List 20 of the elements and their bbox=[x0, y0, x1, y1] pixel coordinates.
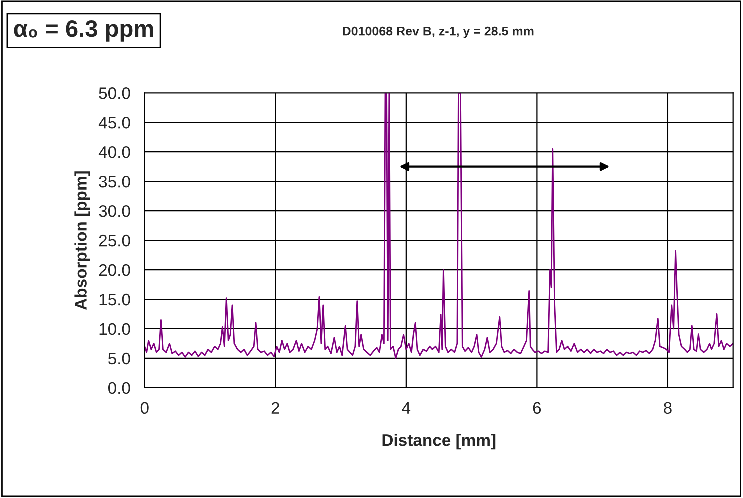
y-tick-label: 0.0 bbox=[108, 382, 130, 394]
y-tick-label: 30.0 bbox=[99, 205, 130, 218]
y-tick-label: 20.0 bbox=[99, 264, 130, 276]
y-tick-label: 50.0 bbox=[99, 88, 130, 100]
y-tick-label: 5.0 bbox=[108, 352, 130, 365]
chart-title: D010068 Rev B, z-1, y = 28.5 mm bbox=[343, 26, 534, 38]
y-tick-label: 35.0 bbox=[99, 176, 130, 188]
y-axis-title: Absorption [ppm] bbox=[74, 172, 90, 310]
y-tick-label: 40.0 bbox=[98, 146, 130, 158]
text: α₀ = 6.3 ppm bbox=[14, 20, 154, 42]
x-tick-label: 6 bbox=[533, 402, 542, 414]
x-tick-label: 2 bbox=[272, 402, 280, 414]
x-tick-label: 8 bbox=[664, 402, 672, 414]
y-tick-label: 10.0 bbox=[100, 323, 130, 336]
y-tick-label: 45.0 bbox=[98, 117, 130, 129]
y-tick-label: 15.0 bbox=[100, 294, 130, 306]
x-tick-label: 4 bbox=[402, 402, 411, 414]
x-axis-title: Distance [mm] bbox=[382, 434, 496, 450]
x-tick-label: 0 bbox=[140, 402, 149, 414]
y-tick-label: 25.0 bbox=[99, 234, 130, 247]
